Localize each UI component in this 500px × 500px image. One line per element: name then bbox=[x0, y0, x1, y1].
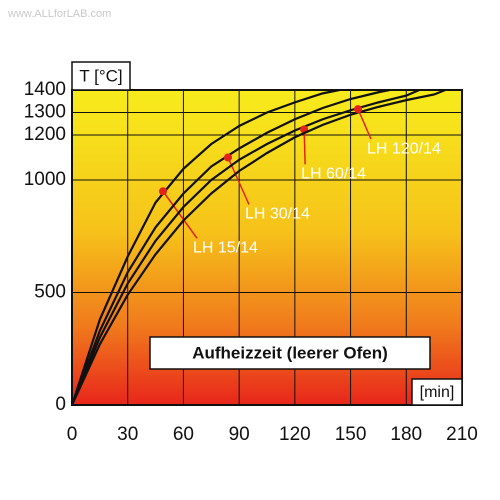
x-tick-label: 30 bbox=[117, 424, 138, 445]
leader-line bbox=[162, 190, 198, 239]
annotation-box bbox=[149, 336, 431, 370]
y-tick-label: 1200 bbox=[24, 124, 66, 145]
curve bbox=[71, 88, 446, 406]
y-tick-label: 1400 bbox=[24, 79, 66, 100]
series-label: LH 120/14 bbox=[367, 140, 441, 157]
x-label-box bbox=[411, 378, 463, 406]
annotation: Aufheizzeit (leerer Ofen) bbox=[192, 343, 388, 362]
y-tick-label: 0 bbox=[55, 394, 66, 415]
series-label: LH 15/14 bbox=[193, 239, 258, 256]
leader-line bbox=[303, 129, 306, 165]
y-tick-label: 1000 bbox=[24, 169, 66, 190]
y-tick-label: 500 bbox=[34, 282, 66, 303]
marker bbox=[354, 105, 362, 114]
curve bbox=[70, 88, 420, 406]
x-tick-label: 150 bbox=[335, 424, 367, 445]
series-label: LH 30/14 bbox=[245, 206, 310, 223]
x-tick-label: 0 bbox=[67, 424, 78, 445]
x-axis-label: [min] bbox=[420, 384, 455, 401]
y-label-box bbox=[71, 61, 131, 91]
plot-border bbox=[71, 89, 463, 406]
curve bbox=[70, 88, 390, 406]
x-tick-label: 90 bbox=[229, 424, 250, 445]
x-tick-label: 180 bbox=[390, 424, 422, 445]
x-tick-label: 120 bbox=[279, 424, 311, 445]
marker bbox=[159, 187, 167, 196]
y-tick-label: 1300 bbox=[24, 102, 66, 123]
y-axis-label: T [°C] bbox=[79, 66, 122, 85]
x-tick-label: 60 bbox=[173, 424, 194, 445]
curve bbox=[70, 88, 340, 406]
leader-line bbox=[357, 108, 372, 140]
series-label: LH 60/14 bbox=[301, 166, 366, 183]
marker bbox=[224, 153, 232, 162]
watermark: www.ALLforLAB.com bbox=[7, 8, 111, 20]
x-tick-label: 210 bbox=[446, 424, 478, 445]
